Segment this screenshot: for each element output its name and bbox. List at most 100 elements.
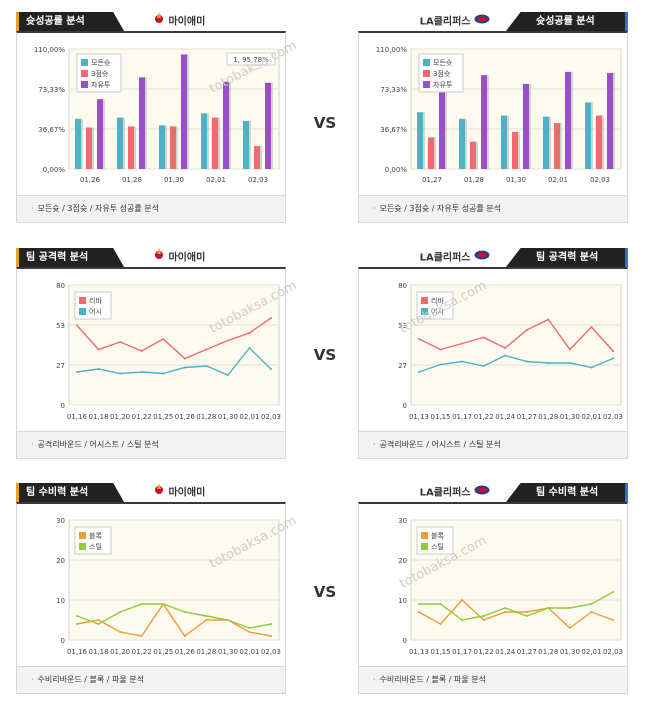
chart-footer: · 공격리바운드 / 어시스트 / 스틸 분석 (358, 432, 628, 459)
data-point (140, 371, 143, 373)
series-line (76, 602, 272, 637)
bar (459, 118, 465, 169)
x-tick-label: 01,30 (218, 413, 238, 421)
bar (543, 116, 549, 169)
bar (470, 141, 476, 169)
legend-label: 블록 (89, 531, 102, 540)
vs-label: VS (313, 583, 337, 601)
legend-label: 3점슛 (433, 70, 451, 78)
data-point (248, 631, 251, 633)
bar-chart-shooting-right: 110,00% 73,33% 36,67% 0,00% 01,27 01,28 01,30 0… (376, 46, 622, 184)
panel-header: 슛성공률 분석 마이애미 (16, 12, 286, 31)
legend-label: 어시 (89, 307, 102, 316)
data-point (504, 607, 507, 609)
x-tick-label: 01,16 (67, 413, 88, 421)
data-point (140, 635, 143, 637)
x-tick-label: 02,01 (548, 176, 568, 184)
x-tick-label: 01,24 (495, 648, 516, 656)
bar (607, 73, 613, 169)
chart-footer: · 공격리바운드 / 어시스트 / 스틸 분석 (16, 432, 286, 459)
y-tick-label: 20 (56, 557, 65, 565)
data-point (590, 603, 593, 605)
bar (201, 113, 207, 169)
x-tick-label: 01,28 (464, 176, 484, 184)
data-point (119, 631, 122, 633)
y-tick-label: 30 (56, 517, 65, 525)
bar (417, 112, 423, 169)
panel-right-shooting: LA클리퍼스 슛성공률 분석 110,00% 73,33% 36,67% 0,00% 0… (358, 12, 628, 223)
data-point (248, 347, 251, 349)
y-tick-label: 10 (56, 597, 65, 605)
data-point (461, 342, 464, 345)
bar (170, 126, 176, 169)
x-tick-label: 01,28 (196, 413, 216, 421)
team-name-right: LA클리퍼스 (420, 12, 490, 31)
series-line (76, 317, 272, 360)
x-tick-label: 01,27 (517, 413, 537, 421)
team-name-right: LA클리퍼스 (420, 483, 490, 502)
data-point (439, 623, 442, 625)
data-point (162, 338, 165, 340)
data-point (482, 615, 485, 617)
x-tick-label: 02,03 (261, 648, 281, 656)
data-point (461, 360, 464, 363)
annotation-box (226, 52, 276, 66)
data-point (482, 365, 485, 367)
data-point (205, 348, 208, 351)
x-tick-label: 02,01 (239, 648, 259, 656)
x-tick-label: 02,03 (261, 413, 281, 421)
data-point (612, 619, 614, 621)
x-tick-label: 01,15 (431, 648, 451, 656)
data-point (504, 354, 507, 357)
chart-footer: · 수비리바운드 / 블록 / 파울 분석 (16, 667, 286, 694)
legend-swatch (79, 297, 86, 304)
data-point (439, 348, 442, 351)
data-point (525, 611, 528, 613)
chart-box: 80 53 27 0 01,13 01,15 01,17 01,22 01,24 01,27 01,… (358, 267, 628, 432)
legend-label: 스틸 (89, 543, 102, 551)
bar (523, 83, 529, 169)
bar (596, 115, 602, 169)
x-tick-label: 01,30 (560, 648, 580, 656)
bar (585, 102, 591, 169)
series-line (419, 591, 614, 621)
legend-swatch (423, 81, 430, 88)
clippers-logo-icon (474, 248, 490, 267)
series-line (418, 354, 614, 373)
data-point (248, 332, 251, 334)
data-point (226, 339, 229, 342)
legend-swatch (421, 297, 428, 304)
data-point (248, 627, 251, 629)
x-tick-label: 01,22 (132, 648, 152, 656)
y-tick-label: 73,33% (38, 86, 65, 94)
legend-swatch (81, 70, 88, 77)
y-tick-label: 30 (398, 517, 407, 525)
chart-box: 80 53 27 0 01,16 01,18 01,20 01,22 01,25 01,26 01,… (16, 267, 286, 432)
data-point (418, 338, 420, 340)
panel-header: LA클리퍼스 슛성공률 분석 (358, 12, 628, 31)
x-tick-label: 01,22 (474, 648, 494, 656)
data-point (568, 627, 571, 629)
x-tick-label: 01,28 (538, 648, 558, 656)
y-tick-label: 0 (403, 402, 407, 410)
x-tick-label: 01,28 (538, 413, 558, 421)
panel-header: LA클리퍼스 팀 수비력 분석 (358, 483, 628, 502)
x-tick-label: 01,17 (452, 648, 472, 656)
data-point (612, 357, 614, 360)
x-tick-label: 01,30 (506, 176, 526, 184)
chart-box: 110,00% 73,33% 36,67% 0,00% 01,27 01,28 01,30 0… (358, 31, 628, 196)
legend-label: 리바 (431, 296, 444, 305)
team-name-left: 마이애미 (153, 483, 205, 502)
data-point (270, 635, 272, 637)
section-title: 팀 수비력 분석 (506, 483, 628, 502)
x-tick-label: 02,01 (239, 413, 259, 421)
data-point (590, 326, 593, 328)
legend-swatch (79, 543, 86, 550)
panel-left-defense: 팀 수비력 분석 마이애미 30 20 10 0 01,16 01,18 01,20 01,2… (16, 483, 286, 694)
panel-left-shooting: 슛성공률 분석 마이애미 110,00% 73,33% 36,67% 0,00% 01,… (16, 12, 286, 223)
y-tick-label: 0,00% (43, 166, 66, 174)
legend-label: 모든슛 (433, 59, 453, 67)
bar (159, 125, 165, 169)
